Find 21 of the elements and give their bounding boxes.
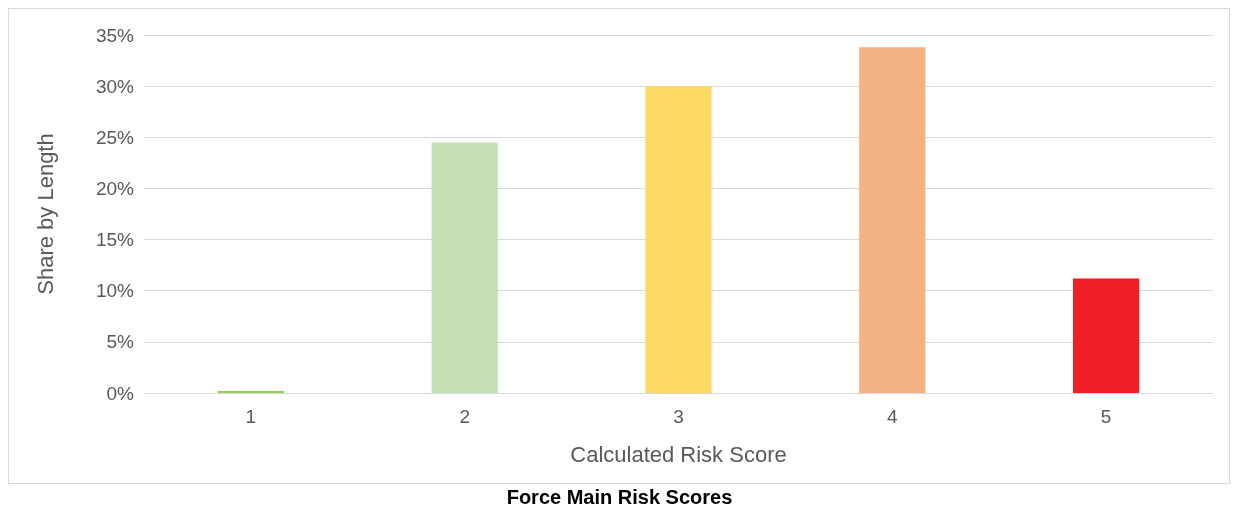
y-tick-label: 0% bbox=[106, 382, 135, 404]
bar bbox=[431, 142, 498, 393]
x-tick-label: 3 bbox=[673, 406, 684, 427]
y-tick-label: 25% bbox=[95, 126, 135, 148]
x-tick-label: 4 bbox=[887, 406, 899, 427]
text: Force Main Risk Scores bbox=[505, 486, 734, 509]
bar bbox=[1072, 278, 1140, 393]
x-axis-title: Calculated Risk Score bbox=[570, 441, 787, 467]
y-tick-label: 10% bbox=[95, 280, 135, 302]
y-tick-label: 15% bbox=[95, 229, 135, 251]
x-tick-label: 2 bbox=[459, 406, 470, 427]
x-tick-label: 5 bbox=[1100, 406, 1112, 427]
y-tick-label: 30% bbox=[95, 75, 135, 97]
y-axis-title: Share by Length bbox=[32, 133, 58, 295]
bar bbox=[645, 86, 712, 393]
x-tick-label: 1 bbox=[245, 406, 257, 427]
y-tick-label: 20% bbox=[95, 177, 135, 199]
bar bbox=[859, 47, 926, 393]
y-tick-label: 5% bbox=[106, 331, 135, 353]
bar bbox=[217, 390, 285, 393]
y-tick-label: 35% bbox=[95, 24, 135, 46]
